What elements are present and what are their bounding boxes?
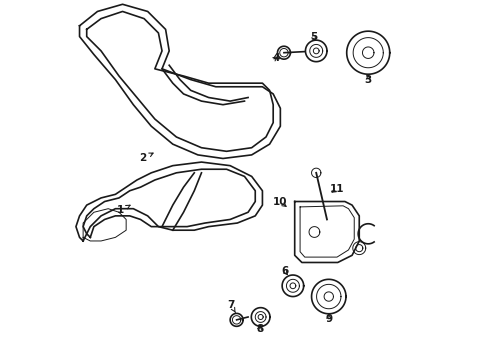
Text: 5: 5: [309, 32, 316, 41]
Text: 2: 2: [139, 153, 153, 163]
Text: 8: 8: [255, 324, 263, 334]
Text: 10: 10: [273, 197, 287, 207]
Text: 9: 9: [325, 314, 332, 324]
Text: 6: 6: [281, 266, 288, 276]
Text: 11: 11: [329, 184, 344, 194]
Text: 4: 4: [271, 53, 279, 63]
Text: 7: 7: [227, 300, 235, 312]
Text: 3: 3: [364, 75, 371, 85]
Text: 1: 1: [117, 205, 130, 216]
